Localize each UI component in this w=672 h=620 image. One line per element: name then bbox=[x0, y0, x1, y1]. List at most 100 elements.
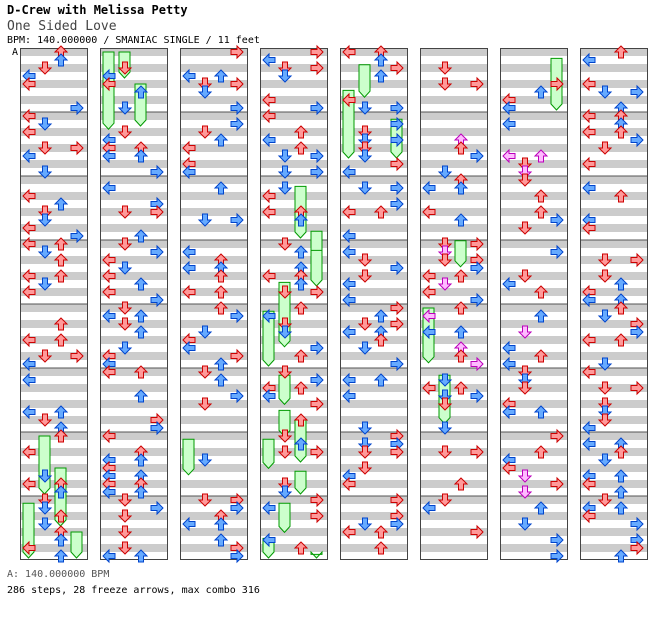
step-arrow-down bbox=[37, 61, 53, 75]
step-arrow-right bbox=[310, 396, 324, 412]
step-arrow-up bbox=[213, 133, 229, 147]
step-arrow-right bbox=[230, 212, 244, 228]
step-arrow-right bbox=[230, 548, 244, 564]
step-arrow-right bbox=[230, 500, 244, 516]
step-arrow-right bbox=[230, 100, 244, 116]
step-arrow-down bbox=[277, 237, 293, 251]
step-arrow-down bbox=[117, 541, 133, 555]
step-arrow-up bbox=[533, 285, 549, 299]
step-arrow-right bbox=[550, 532, 564, 548]
step-arrow-down bbox=[117, 509, 133, 523]
step-arrow-down bbox=[37, 277, 53, 291]
step-arrow-up bbox=[613, 333, 629, 347]
step-arrow-left bbox=[102, 268, 116, 284]
chart-column bbox=[340, 48, 408, 560]
step-arrow-down bbox=[437, 77, 453, 91]
step-arrow-up bbox=[533, 405, 549, 419]
step-arrow-up bbox=[293, 541, 309, 555]
step-arrow-right bbox=[310, 164, 324, 180]
step-arrow-down bbox=[277, 181, 293, 195]
step-arrow-down bbox=[597, 493, 613, 507]
step-arrow-up bbox=[533, 189, 549, 203]
step-arrow-up bbox=[453, 181, 469, 195]
section-marker: A bbox=[12, 47, 19, 58]
step-arrow-left bbox=[342, 164, 356, 180]
step-arrow-right bbox=[150, 164, 164, 180]
step-arrow-up bbox=[293, 413, 309, 427]
step-arrow-right bbox=[470, 292, 484, 308]
step-arrow-left bbox=[182, 164, 196, 180]
step-arrow-left bbox=[102, 284, 116, 300]
step-arrow-up bbox=[213, 533, 229, 547]
freeze-arrow-left bbox=[262, 310, 275, 367]
step-arrow-up bbox=[133, 453, 149, 467]
step-arrow-down bbox=[37, 117, 53, 131]
step-arrow-up bbox=[453, 381, 469, 395]
song-title: One Sided Love bbox=[7, 19, 117, 34]
step-arrow-up bbox=[373, 309, 389, 323]
step-arrow-down bbox=[277, 485, 293, 499]
step-arrow-right bbox=[390, 60, 404, 76]
step-arrow-right bbox=[230, 44, 244, 60]
chart-column bbox=[180, 48, 248, 560]
step-arrow-up bbox=[213, 517, 229, 531]
step-arrow-right bbox=[390, 180, 404, 196]
step-arrow-right bbox=[310, 508, 324, 524]
step-arrow-left bbox=[262, 92, 276, 108]
step-arrow-left bbox=[582, 292, 596, 308]
step-arrow-down bbox=[117, 525, 133, 539]
step-arrow-up bbox=[133, 389, 149, 403]
chart-column bbox=[260, 48, 328, 560]
step-arrow-up bbox=[53, 317, 69, 331]
step-arrow-left bbox=[262, 388, 276, 404]
step-arrow-up bbox=[613, 45, 629, 59]
step-arrow-down bbox=[117, 61, 133, 75]
step-arrow-right bbox=[550, 548, 564, 564]
step-arrow-left bbox=[262, 188, 276, 204]
step-arrow-up bbox=[293, 125, 309, 139]
step-arrow-down bbox=[517, 517, 533, 531]
step-arrow-left bbox=[182, 244, 196, 260]
step-arrow-left bbox=[102, 428, 116, 444]
step-arrow-down bbox=[197, 365, 213, 379]
step-arrow-down bbox=[357, 461, 373, 475]
step-arrow-left bbox=[182, 260, 196, 276]
step-arrow-left bbox=[22, 124, 36, 140]
step-arrow-left bbox=[582, 476, 596, 492]
step-arrow-right bbox=[550, 244, 564, 260]
step-arrow-right bbox=[470, 76, 484, 92]
step-arrow-up bbox=[373, 541, 389, 555]
step-arrow-up bbox=[613, 301, 629, 315]
step-arrow-left bbox=[262, 500, 276, 516]
step-arrow-up bbox=[613, 485, 629, 499]
step-arrow-up bbox=[53, 405, 69, 419]
freeze-arrow-left bbox=[102, 51, 115, 130]
step-arrow-right bbox=[390, 260, 404, 276]
step-arrow-up bbox=[453, 349, 469, 363]
step-arrow-down bbox=[597, 269, 613, 283]
step-arrow-down bbox=[37, 245, 53, 259]
step-arrow-right bbox=[70, 100, 84, 116]
step-arrow-down bbox=[37, 165, 53, 179]
step-arrow-left bbox=[422, 204, 436, 220]
step-arrow-left bbox=[502, 340, 516, 356]
step-arrow-down bbox=[357, 253, 373, 267]
step-arrow-up bbox=[53, 197, 69, 211]
step-arrow-up bbox=[533, 85, 549, 99]
step-arrow-up bbox=[533, 205, 549, 219]
step-arrow-left bbox=[262, 52, 276, 68]
step-arrow-left bbox=[422, 324, 436, 340]
step-arrow-up bbox=[533, 501, 549, 515]
step-arrow-right bbox=[390, 156, 404, 172]
freeze-arrow-right bbox=[310, 249, 323, 287]
step-arrow-down bbox=[357, 421, 373, 435]
freeze-arrow-right bbox=[310, 550, 323, 559]
step-arrow-left bbox=[182, 516, 196, 532]
step-arrow-down bbox=[117, 341, 133, 355]
freeze-arrow-down bbox=[38, 435, 51, 495]
step-arrow-up bbox=[133, 229, 149, 243]
step-arrow-down bbox=[197, 397, 213, 411]
step-arrow-left bbox=[422, 500, 436, 516]
step-arrow-right bbox=[230, 308, 244, 324]
step-arrow-up bbox=[613, 445, 629, 459]
